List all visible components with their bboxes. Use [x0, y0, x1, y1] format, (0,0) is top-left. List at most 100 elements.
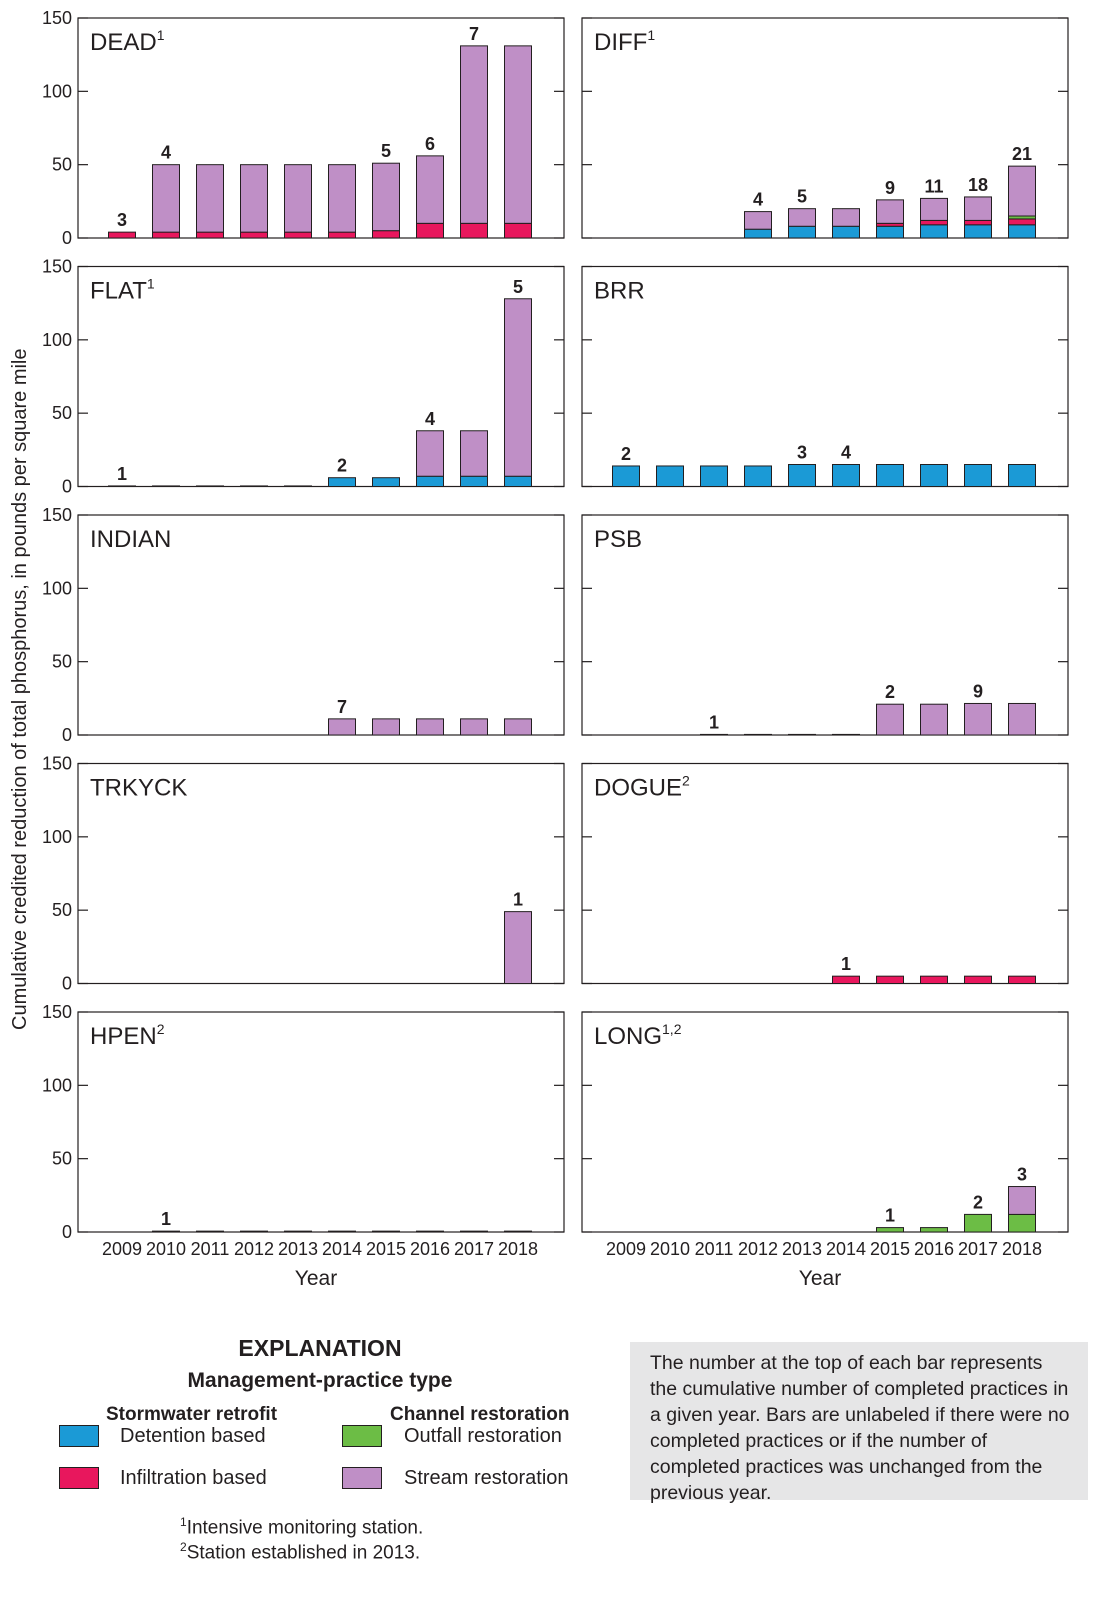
- y-tick-label: 150: [42, 1002, 72, 1022]
- panel-indian: 0 50 100 150 INDIAN 7: [42, 505, 565, 745]
- y-tick-label: 0: [62, 974, 72, 994]
- panel-title-superscript: 1: [157, 27, 165, 43]
- y-tick-label: 150: [42, 257, 72, 277]
- bar-segment-infiltration: [964, 975, 992, 985]
- bar-segment-infiltration: [196, 231, 224, 239]
- bar-segment-infiltration: [504, 222, 532, 239]
- x-tick-label: 2010: [146, 1239, 186, 1259]
- bar-segment-stream: [504, 1230, 532, 1233]
- bar-segment-stream: [876, 703, 904, 736]
- panel-title: FLAT1: [90, 276, 155, 305]
- bar-count-label: 5: [513, 277, 523, 297]
- x-tick-label: 2017: [958, 1239, 998, 1259]
- y-tick-label: 100: [42, 81, 72, 101]
- bar-segment-detention: [656, 465, 684, 488]
- bar-segment-stream: [504, 298, 532, 477]
- bar-segment-stream: [460, 1230, 488, 1233]
- bar-count-label: 1: [117, 464, 127, 484]
- bar-count-label: 2: [885, 682, 895, 702]
- panel-title: DIFF1: [594, 27, 655, 56]
- panel-title: PSB: [594, 526, 642, 553]
- bar-count-label: 2: [621, 444, 631, 464]
- y-tick-label: 100: [42, 330, 72, 350]
- x-tick-label: 2015: [870, 1239, 910, 1259]
- y-tick-label: 50: [52, 155, 72, 175]
- x-tick-label: 2015: [366, 1239, 406, 1259]
- bar-segment-stream: [284, 164, 312, 233]
- bar-segment-detention: [832, 225, 860, 239]
- panel-frame: [581, 265, 1069, 488]
- x-tick-label: 2009: [102, 1239, 142, 1259]
- bar-count-label: 1: [161, 1209, 171, 1229]
- bar-count-label: 7: [469, 24, 479, 44]
- bar-segment-stream: [832, 208, 860, 227]
- bar-segment-infiltration: [1008, 975, 1036, 985]
- bar-count-label: 4: [161, 143, 171, 163]
- x-tick-label: 2011: [191, 1239, 230, 1259]
- bar-count-label: 9: [973, 681, 983, 701]
- y-tick-label: 50: [52, 652, 72, 672]
- note-box: The number at the top of each bar repres…: [630, 1342, 1088, 1504]
- bar-segment-infiltration: [240, 231, 268, 239]
- bar-segment-detention: [744, 465, 772, 488]
- bar-count-label: 3: [1017, 1165, 1027, 1185]
- bar-count-label: 11: [924, 176, 943, 196]
- bar-count-label: 3: [797, 443, 807, 463]
- x-tick-label: 2010: [650, 1239, 690, 1259]
- legend-label-detention: Detention based: [120, 1425, 266, 1447]
- bar-segment-stream: [700, 733, 728, 736]
- x-tick-label: 2018: [498, 1239, 538, 1259]
- bar-segment-stream: [504, 718, 532, 736]
- y-tick-label: 0: [62, 725, 72, 745]
- bar-segment-stream: [416, 430, 444, 477]
- bar-segment-infiltration: [108, 231, 136, 239]
- bar-segment-stream: [108, 485, 136, 487]
- bar-segment-stream: [240, 1230, 268, 1233]
- x-tick-label: 2012: [234, 1239, 274, 1259]
- bar-segment-detention: [504, 475, 532, 488]
- x-tick-label: 2018: [1002, 1239, 1042, 1259]
- bar-segment-stream: [328, 164, 356, 233]
- bar-segment-infiltration: [152, 231, 180, 239]
- x-axis-title: Year: [295, 1267, 337, 1290]
- x-tick-label: 2017: [454, 1239, 494, 1259]
- panel-frame: [581, 514, 1069, 736]
- panel-trkyck: 0 50 100 150 TRKYCK 1: [42, 754, 565, 994]
- bar-segment-infiltration: [964, 219, 992, 226]
- y-tick-label: 50: [52, 900, 72, 920]
- bar-segment-outfall: [964, 1213, 992, 1233]
- bar-segment-detention: [876, 225, 904, 239]
- x-tick-label: 2013: [278, 1239, 318, 1259]
- bar-count-label: 1: [841, 954, 851, 974]
- legend-swatch-stream: [342, 1467, 382, 1489]
- bar-segment-detention: [460, 475, 488, 488]
- bar-count-label: 6: [425, 134, 435, 154]
- bar-count-label: 1: [709, 712, 719, 732]
- bar-segment-detention: [920, 464, 948, 487]
- panel-frame: [581, 762, 1069, 985]
- bar-segment-stream: [152, 1230, 180, 1233]
- bar-count-label: 3: [117, 210, 127, 230]
- bar-segment-stream: [328, 718, 356, 736]
- panel-dead: 0 50 100 150 DEAD1 3 4 5 6 7: [42, 8, 565, 248]
- y-tick-label: 0: [62, 477, 72, 497]
- bar-count-label: 9: [885, 178, 895, 198]
- panel-frame: [77, 1011, 565, 1233]
- panel-dogue: DOGUE2 1: [581, 762, 1069, 985]
- bar-segment-detention: [964, 224, 992, 239]
- legend-label-stream: Stream restoration: [404, 1467, 569, 1489]
- bar-segment-stream: [284, 485, 312, 487]
- legend: EXPLANATION Management-practice type Sto…: [40, 1335, 600, 1595]
- bar-segment-detention: [920, 224, 948, 239]
- bar-segment-stream: [964, 196, 992, 221]
- bar-segment-outfall: [920, 1227, 948, 1233]
- panel-title: LONG1,2: [594, 1021, 682, 1050]
- bar-count-label: 5: [381, 141, 391, 161]
- legend-title: EXPLANATION: [238, 1335, 402, 1361]
- bar-segment-stream: [1008, 1186, 1036, 1215]
- bar-segment-stream: [416, 155, 444, 224]
- panel-title-superscript: 1: [647, 27, 655, 43]
- panel-title: DOGUE2: [594, 773, 690, 802]
- x-tick-label: 2013: [782, 1239, 822, 1259]
- x-tick-label: 2016: [914, 1239, 954, 1259]
